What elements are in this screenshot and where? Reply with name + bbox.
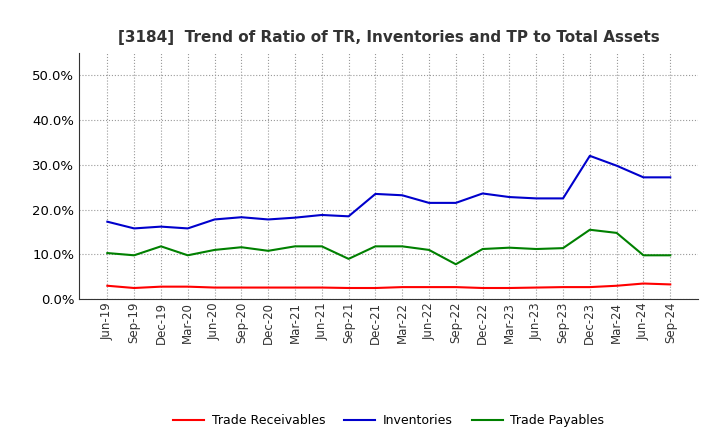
Trade Receivables xyxy=(505,286,514,291)
Inventories xyxy=(532,196,541,201)
Inventories xyxy=(585,153,594,158)
Trade Payables xyxy=(344,256,353,261)
Trade Payables xyxy=(451,262,460,267)
Trade Receivables xyxy=(478,286,487,291)
Trade Receivables xyxy=(210,285,219,290)
Inventories xyxy=(612,163,621,169)
Inventories xyxy=(505,194,514,200)
Trade Payables xyxy=(103,250,112,256)
Inventories xyxy=(237,215,246,220)
Trade Payables xyxy=(291,244,300,249)
Line: Inventories: Inventories xyxy=(107,156,670,228)
Trade Receivables xyxy=(559,285,567,290)
Inventories xyxy=(398,193,407,198)
Inventories xyxy=(157,224,166,229)
Inventories xyxy=(103,219,112,224)
Trade Receivables xyxy=(318,285,326,290)
Trade Payables xyxy=(612,230,621,235)
Trade Payables xyxy=(666,253,675,258)
Trade Receivables xyxy=(130,286,138,291)
Inventories xyxy=(264,217,272,222)
Inventories xyxy=(130,226,138,231)
Trade Receivables xyxy=(371,286,379,291)
Trade Receivables xyxy=(264,285,272,290)
Inventories xyxy=(344,214,353,219)
Inventories xyxy=(184,226,192,231)
Inventories xyxy=(371,191,379,197)
Line: Trade Receivables: Trade Receivables xyxy=(107,283,670,288)
Trade Payables xyxy=(318,244,326,249)
Trade Payables xyxy=(237,245,246,250)
Trade Payables xyxy=(425,247,433,253)
Trade Receivables xyxy=(237,285,246,290)
Trade Payables xyxy=(505,245,514,250)
Trade Payables xyxy=(264,248,272,253)
Trade Payables xyxy=(585,227,594,232)
Trade Payables xyxy=(184,253,192,258)
Inventories xyxy=(478,191,487,196)
Trade Payables xyxy=(478,246,487,252)
Title: [3184]  Trend of Ratio of TR, Inventories and TP to Total Assets: [3184] Trend of Ratio of TR, Inventories… xyxy=(118,29,660,45)
Trade Receivables xyxy=(532,285,541,290)
Trade Payables xyxy=(559,246,567,251)
Trade Payables xyxy=(371,244,379,249)
Trade Receivables xyxy=(344,286,353,291)
Trade Payables xyxy=(130,253,138,258)
Trade Receivables xyxy=(425,285,433,290)
Trade Receivables xyxy=(639,281,648,286)
Trade Receivables xyxy=(666,282,675,287)
Trade Receivables xyxy=(184,284,192,289)
Trade Receivables xyxy=(451,285,460,290)
Inventories xyxy=(210,217,219,222)
Trade Payables xyxy=(398,244,407,249)
Inventories xyxy=(559,196,567,201)
Trade Receivables xyxy=(291,285,300,290)
Trade Payables xyxy=(639,253,648,258)
Trade Receivables xyxy=(398,285,407,290)
Trade Receivables xyxy=(157,284,166,289)
Trade Receivables xyxy=(103,283,112,288)
Trade Payables xyxy=(532,246,541,252)
Inventories xyxy=(666,175,675,180)
Inventories xyxy=(318,213,326,218)
Inventories xyxy=(639,175,648,180)
Legend: Trade Receivables, Inventories, Trade Payables: Trade Receivables, Inventories, Trade Pa… xyxy=(168,409,609,432)
Line: Trade Payables: Trade Payables xyxy=(107,230,670,264)
Inventories xyxy=(425,200,433,205)
Trade Payables xyxy=(210,247,219,253)
Trade Receivables xyxy=(612,283,621,288)
Inventories xyxy=(451,200,460,205)
Inventories xyxy=(291,215,300,220)
Trade Payables xyxy=(157,244,166,249)
Trade Receivables xyxy=(585,285,594,290)
